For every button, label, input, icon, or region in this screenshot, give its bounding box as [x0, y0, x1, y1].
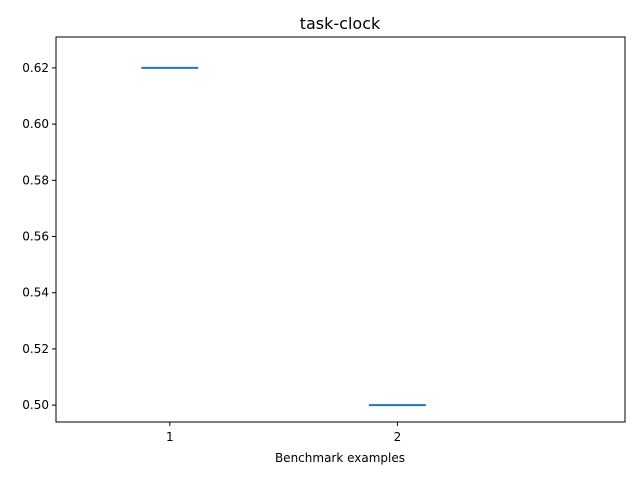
tick-layer: 0.50 0.52 0.54 0.56 0.58 0.60 0.62 1 2	[22, 61, 401, 444]
x-tick-label: 1	[166, 430, 174, 444]
y-tick-label: 0.56	[22, 230, 49, 244]
chart-title: task-clock	[300, 14, 381, 33]
y-tick-label: 0.50	[22, 398, 49, 412]
data-layer	[141, 66, 426, 407]
y-tick-label: 0.62	[22, 61, 49, 75]
y-tick-label: 0.58	[22, 173, 49, 187]
y-tick-label: 0.54	[22, 286, 49, 300]
plot-frame	[55, 36, 626, 423]
x-tick-label: 2	[394, 430, 402, 444]
x-axis-label: Benchmark examples	[275, 451, 405, 465]
y-tick-label: 0.52	[22, 342, 49, 356]
y-tick-label: 0.60	[22, 117, 49, 131]
